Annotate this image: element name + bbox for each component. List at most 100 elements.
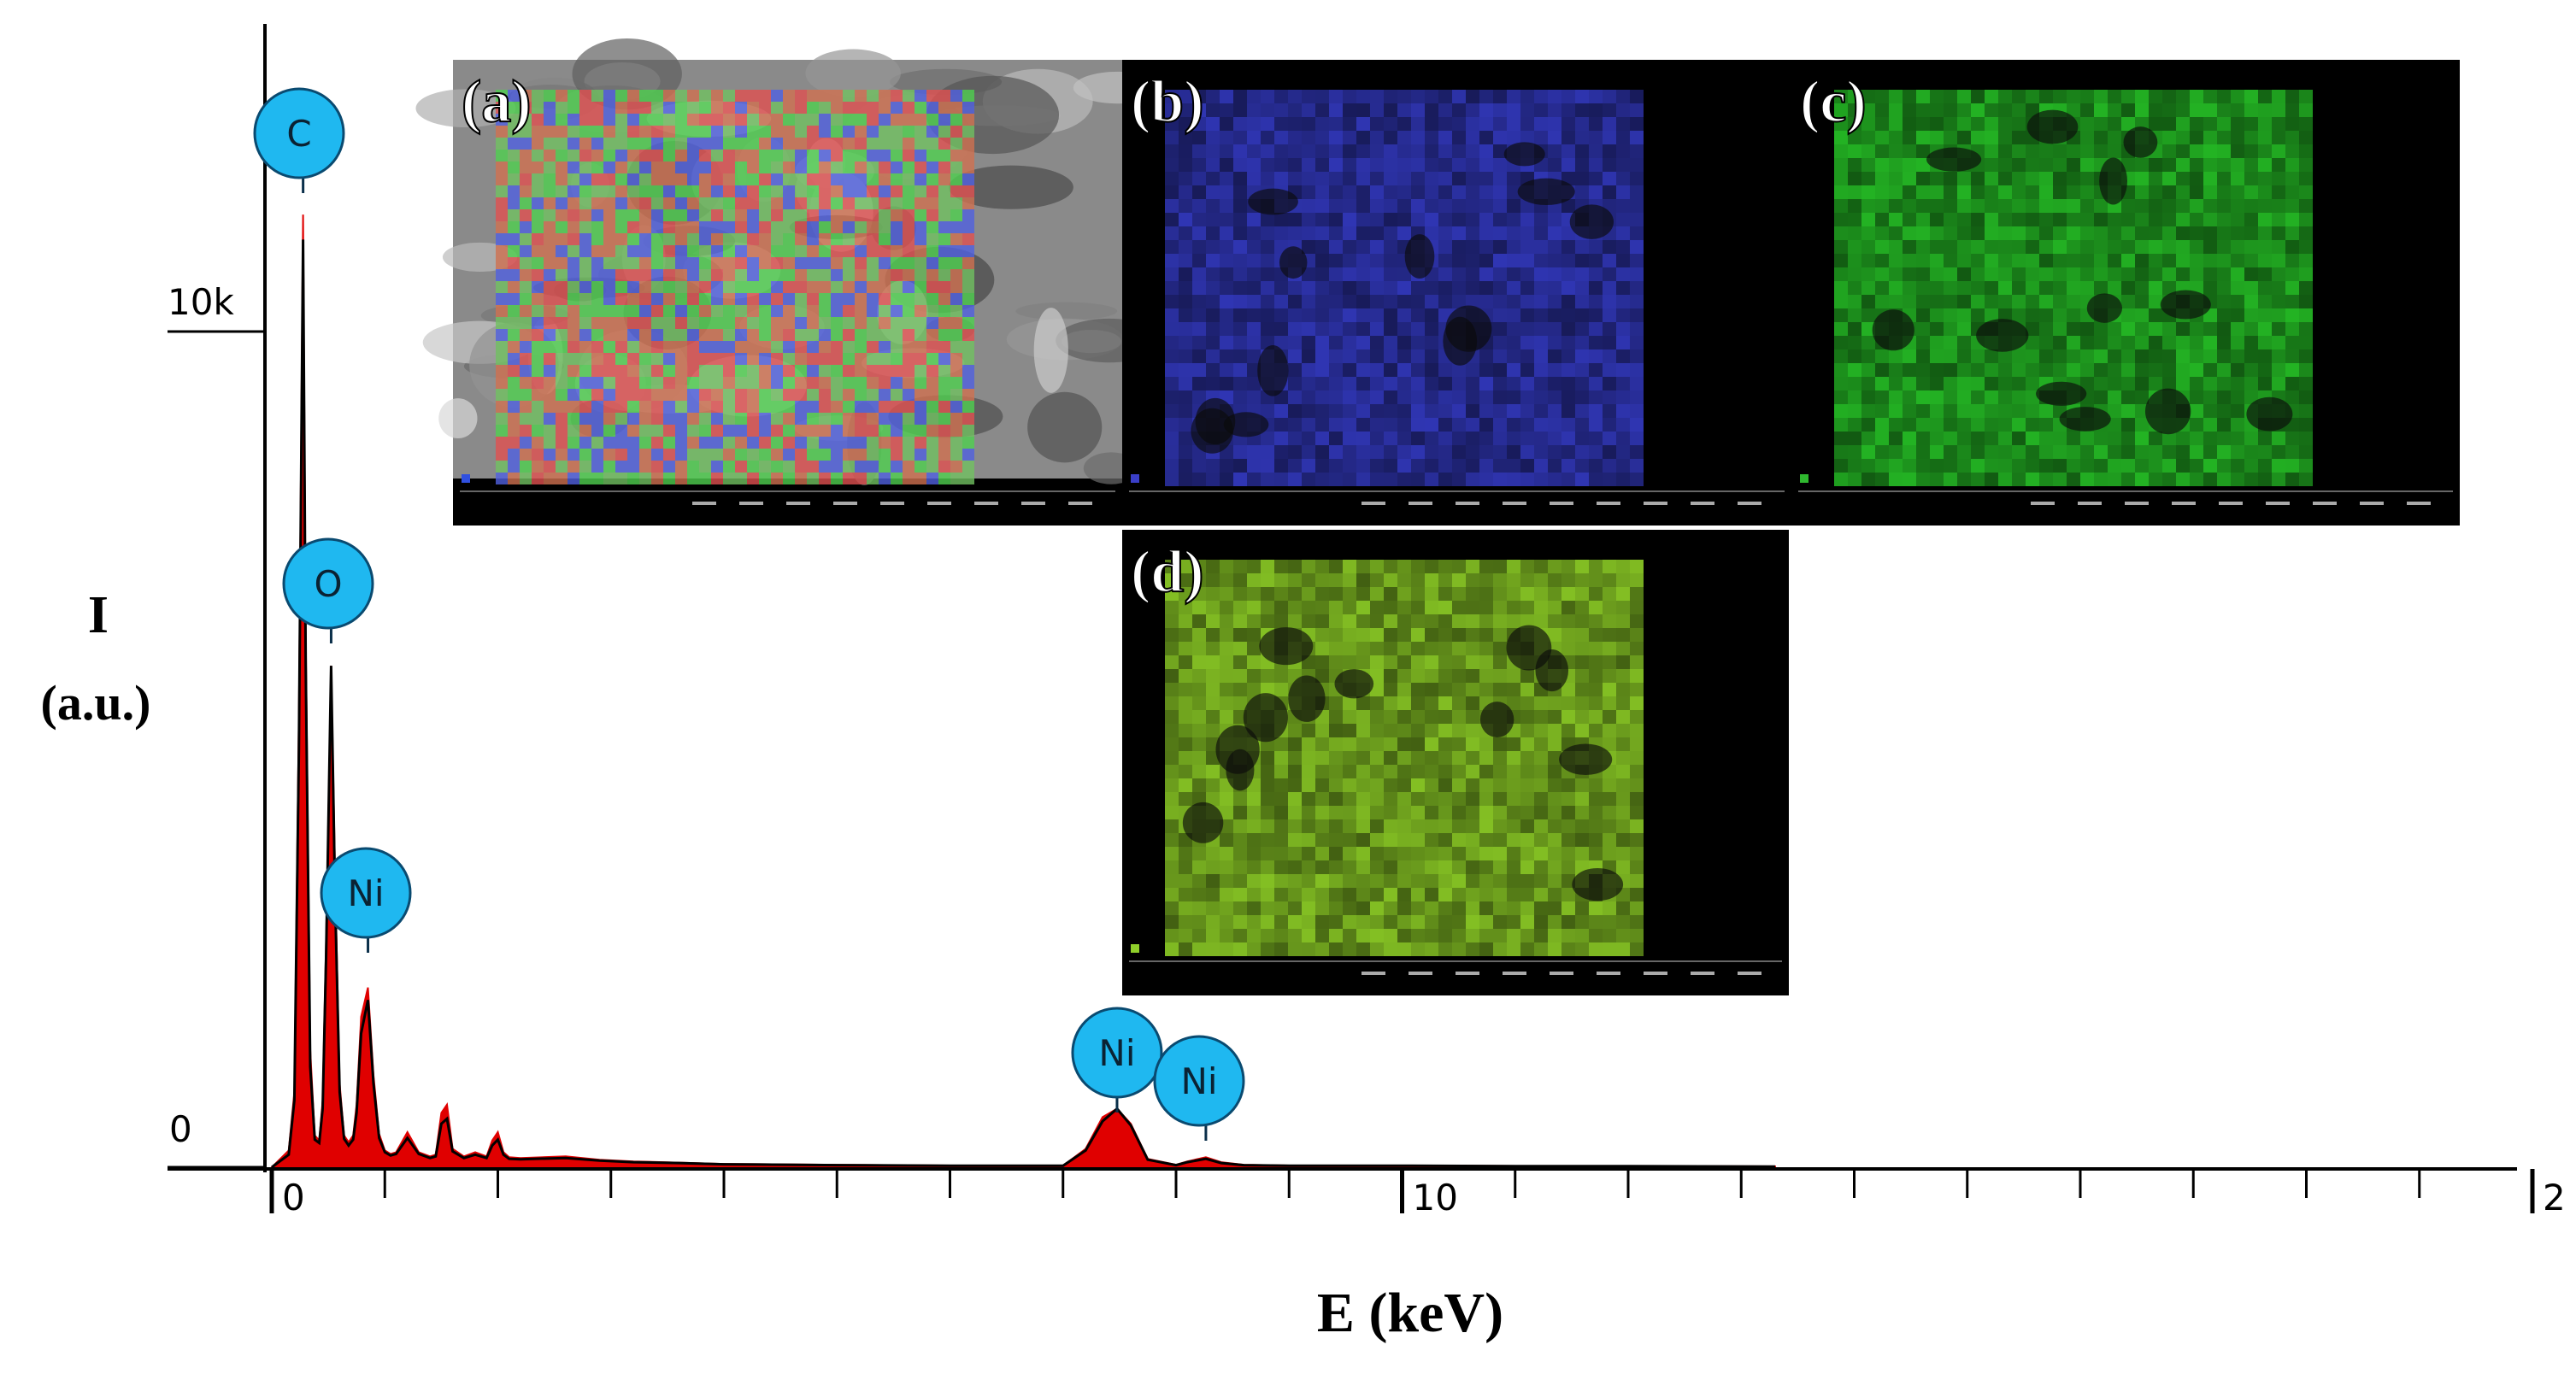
- map-pixel: [1603, 459, 1616, 473]
- map-pixel: [2231, 349, 2244, 363]
- map-pixel: [1315, 833, 1329, 847]
- map-pixel: [723, 161, 735, 173]
- map-pixel: [2231, 103, 2244, 117]
- map-pixel: [843, 269, 855, 281]
- map-pixel: [759, 389, 771, 401]
- map-pixel: [1192, 683, 1206, 696]
- map-pixel: [591, 401, 603, 413]
- map-pixel: [1192, 90, 1206, 103]
- map-pixel: [2121, 473, 2135, 486]
- map-pixel: [568, 293, 579, 305]
- map-pixel: [508, 425, 520, 437]
- map-pixel: [1534, 710, 1548, 724]
- map-pixel: [2094, 322, 2108, 336]
- map-pixel: [1288, 860, 1302, 874]
- map-pixel: [950, 293, 962, 305]
- map-pixel: [950, 126, 962, 138]
- map-pixel: [627, 353, 639, 365]
- map-pixel: [520, 233, 532, 245]
- map-pixel: [1302, 144, 1315, 158]
- map-pixel: [1179, 601, 1192, 614]
- marker-label: Ni: [347, 872, 384, 914]
- map-pixel: [1916, 90, 1930, 103]
- map-pixel: [1452, 172, 1466, 185]
- map-pixel: [1630, 614, 1644, 628]
- map-pixel: [2162, 473, 2176, 486]
- map-pixel: [675, 90, 687, 102]
- map-pixel: [1630, 144, 1644, 158]
- map-pixel: [556, 102, 568, 114]
- map-pixel: [1452, 655, 1466, 669]
- map-pixel: [1179, 860, 1192, 874]
- map-pixel: [544, 473, 556, 484]
- info-bar-text: [880, 502, 904, 505]
- map-pixel: [1370, 90, 1384, 103]
- map-pixel: [1616, 295, 1630, 308]
- map-pixel: [926, 461, 938, 473]
- map-pixel: [651, 305, 663, 317]
- map-pixel: [1834, 144, 1848, 158]
- map-pixel: [1589, 117, 1603, 131]
- map-pixel: [1356, 628, 1370, 642]
- map-pixel: [1493, 847, 1507, 860]
- map-pixel: [1534, 901, 1548, 915]
- map-pixel: [2244, 117, 2258, 131]
- map-pixel: [1520, 737, 1534, 751]
- map-pixel: [1425, 901, 1438, 915]
- map-pixel: [1384, 942, 1397, 956]
- map-pixel: [1425, 199, 1438, 213]
- map-pixel: [1507, 322, 1520, 336]
- map-pixel: [1274, 103, 1288, 117]
- map-pixel: [1507, 308, 1520, 322]
- map-pixel: [1548, 874, 1561, 888]
- map-pixel: [1220, 792, 1233, 806]
- map-pixel: [1520, 131, 1534, 144]
- map-pixel: [1466, 860, 1479, 874]
- map-pixel: [615, 413, 627, 425]
- map-pixel: [1452, 833, 1466, 847]
- map-pixel: [938, 102, 950, 114]
- map-pixel: [843, 293, 855, 305]
- map-pixel: [1616, 144, 1630, 158]
- map-pixel: [1875, 254, 1889, 267]
- map-pixel: [603, 461, 615, 473]
- map-pixel: [651, 377, 663, 389]
- map-pixel: [1274, 942, 1288, 956]
- map-pixel: [2094, 363, 2108, 377]
- map-pixel: [1589, 833, 1603, 847]
- map-pixel: [1630, 254, 1644, 267]
- map-pixel: [735, 461, 747, 473]
- map-pixel: [1438, 614, 1452, 628]
- map-pixel: [1233, 240, 1247, 254]
- map-pixel: [1903, 103, 1916, 117]
- map-pixel: [1916, 185, 1930, 199]
- map-pixel: [723, 413, 735, 425]
- map-pixel: [496, 269, 508, 281]
- map-pixel: [938, 389, 950, 401]
- map-pixel: [1247, 614, 1261, 628]
- map-pixel: [950, 257, 962, 269]
- map-pixel: [1889, 363, 1903, 377]
- marker-label: O: [314, 563, 342, 605]
- map-pixel: [615, 257, 627, 269]
- map-pixel: [1861, 281, 1875, 295]
- map-pixel: [1834, 322, 1848, 336]
- map-pixel: [1548, 942, 1561, 956]
- map-pixel: [591, 245, 603, 257]
- map-pixel: [1561, 117, 1575, 131]
- map-pixel: [2121, 103, 2135, 117]
- map-pixel: [926, 269, 938, 281]
- map-pixel: [1192, 587, 1206, 601]
- map-pixel: [591, 209, 603, 221]
- map-pixel: [938, 329, 950, 341]
- map-pixel: [1165, 199, 1179, 213]
- map-pixel: [735, 293, 747, 305]
- map-pixel: [2176, 473, 2190, 486]
- map-pixel: [2258, 295, 2272, 308]
- map-pixel: [783, 473, 795, 484]
- map-pixel: [1384, 628, 1397, 642]
- map-pixel: [1165, 628, 1179, 642]
- map-pixel: [1589, 103, 1603, 117]
